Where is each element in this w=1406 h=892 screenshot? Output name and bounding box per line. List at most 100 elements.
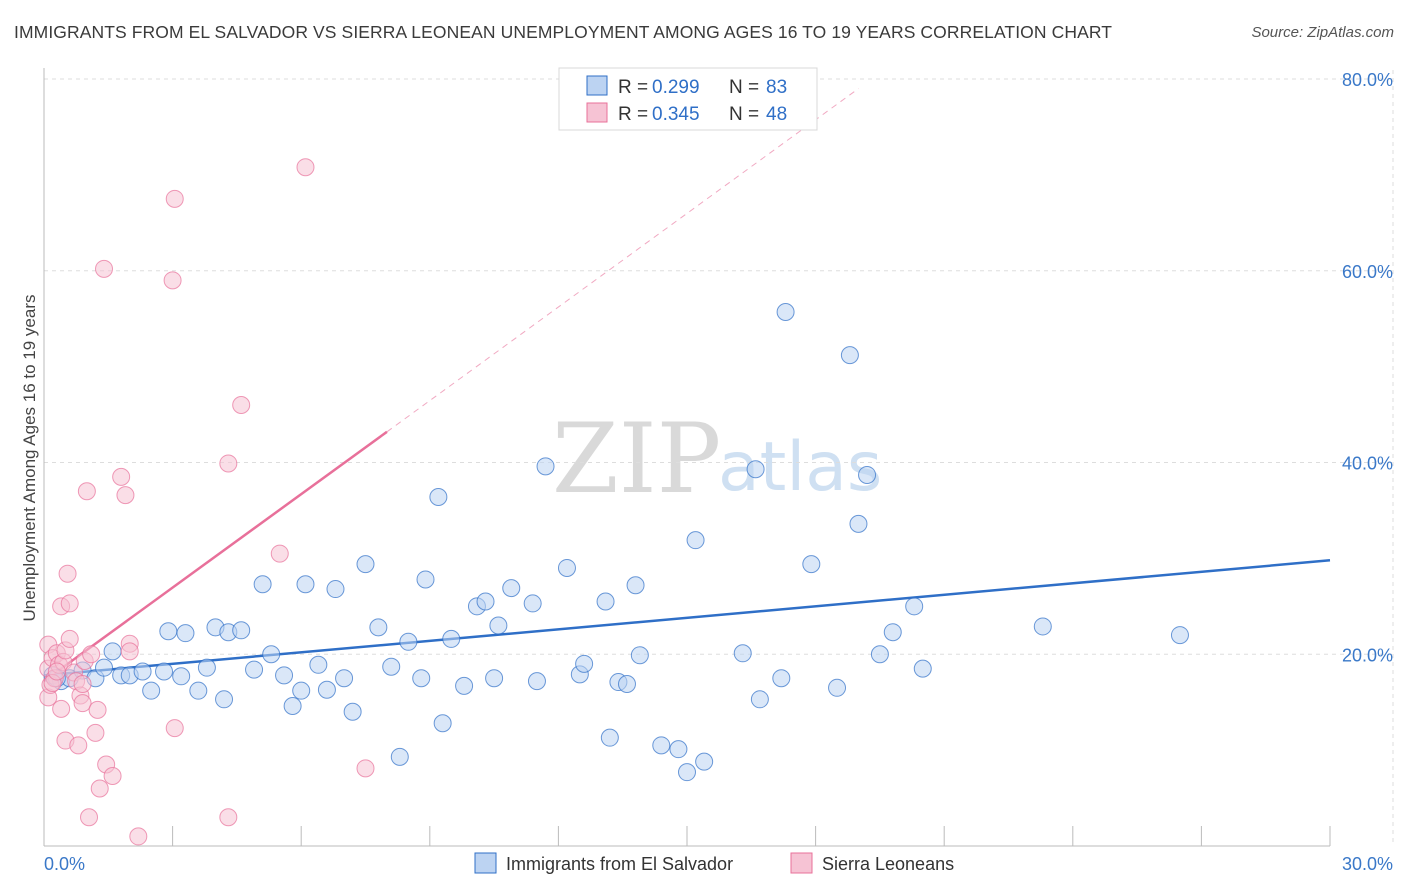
sierra-leonean-point — [112, 467, 131, 486]
sierra-leonean-point — [116, 486, 135, 505]
el-salvador-point — [232, 621, 251, 640]
sierra-leonean-point — [77, 482, 96, 501]
el-salvador-point — [245, 660, 264, 679]
y-tick-label: 60.0% — [1342, 262, 1393, 282]
el-salvador-point — [369, 618, 388, 637]
el-salvador-point — [442, 629, 461, 648]
el-salvador-point — [485, 669, 504, 688]
el-salvador-point — [523, 594, 542, 613]
legend-swatch-pink — [586, 102, 608, 123]
el-salvador-point — [905, 597, 924, 616]
el-salvador-point — [630, 646, 649, 665]
el-salvador-point — [275, 666, 294, 685]
el-salvador-point — [172, 667, 191, 686]
el-salvador-point — [382, 657, 401, 676]
el-salvador-point — [176, 624, 195, 643]
el-salvador-point — [455, 676, 474, 695]
el-salvador-point — [913, 659, 932, 678]
sierra-leonean-point — [47, 662, 66, 681]
el-salvador-point — [429, 488, 448, 507]
sierra-leonean-point — [52, 699, 71, 718]
el-salvador-point — [433, 714, 452, 733]
series-legend-swatch-blue — [474, 852, 497, 874]
el-salvador-point — [733, 644, 752, 663]
el-salvador-point — [189, 681, 208, 700]
el-salvador-point — [262, 645, 281, 664]
sierra-leonean-point — [165, 189, 184, 208]
el-salvador-point — [858, 465, 877, 484]
sierra-leonean-point — [165, 719, 184, 738]
legend-n-value: 48 — [766, 104, 787, 125]
y-axis-label: Unemployment Among Ages 16 to 19 years — [20, 295, 39, 622]
sierra-leonean-trend-extension — [386, 88, 859, 433]
legend-n-label: N = — [729, 77, 759, 98]
series-legend-label: Immigrants from El Salvador — [506, 854, 733, 874]
el-salvador-point — [155, 662, 174, 681]
el-salvador-point — [527, 672, 546, 691]
y-tick-label: 40.0% — [1342, 454, 1393, 474]
el-salvador-point — [557, 558, 576, 577]
el-salvador-point — [1033, 617, 1052, 636]
el-salvador-point — [399, 632, 418, 651]
el-salvador-point — [95, 658, 114, 677]
legend-r-value: 0.299 — [652, 77, 700, 98]
x-tick-labels: 0.0% 30.0% — [44, 854, 1393, 874]
el-salvador-point — [292, 681, 311, 700]
legend-n-value: 83 — [766, 77, 787, 98]
chart-title: IMMIGRANTS FROM EL SALVADOR VS SIERRA LE… — [14, 22, 1113, 42]
correlation-legend: R = 0.299 N = 83 R = 0.345 N = 48 — [558, 67, 818, 131]
el-salvador-point — [840, 346, 859, 365]
el-salvador-point — [326, 580, 345, 599]
sierra-leonean-point — [73, 674, 92, 693]
el-salvador-point — [686, 531, 705, 550]
el-salvador-point — [883, 623, 902, 642]
x-tick-label: 0.0% — [44, 854, 85, 874]
el-salvador-trend-line — [43, 559, 1331, 677]
el-salvador-point — [253, 575, 272, 594]
series-legend-label: Sierra Leoneans — [822, 854, 954, 874]
y-tick-label: 20.0% — [1342, 645, 1393, 665]
sierra-leonean-trend-line — [43, 430, 388, 683]
axes — [43, 68, 1331, 847]
sierra-leonean-point — [58, 564, 77, 583]
el-salvador-point — [746, 460, 765, 479]
el-salvador-point — [669, 740, 688, 759]
legend-r-label: R = — [618, 77, 648, 98]
el-salvador-point — [678, 763, 696, 782]
legend-n-label: N = — [729, 104, 759, 125]
sierra-leonean-point — [296, 158, 315, 177]
sierra-leonean-point — [80, 808, 99, 827]
el-salvador-point — [335, 669, 354, 688]
sierra-leonean-point — [95, 259, 114, 278]
sierra-leonean-point — [219, 808, 238, 827]
sierra-leonean-point — [120, 642, 139, 661]
y-tick-label: 80.0% — [1342, 70, 1393, 90]
el-salvador-point — [390, 747, 409, 766]
sierra-leonean-point — [219, 454, 238, 473]
el-salvador-point — [626, 576, 645, 595]
el-salvador-point — [802, 555, 821, 574]
el-salvador-point — [416, 570, 435, 589]
el-salvador-point — [1170, 626, 1189, 645]
el-salvador-point — [596, 592, 615, 611]
el-salvador-point — [575, 654, 594, 673]
y-tick-labels: 20.0% 40.0% 60.0% 80.0% — [1342, 70, 1393, 665]
el-salvador-point — [776, 302, 795, 321]
source-label: Source: ZipAtlas.com — [1251, 24, 1394, 41]
el-salvador-point — [772, 669, 791, 688]
data-points — [39, 158, 1189, 846]
sierra-leonean-point — [270, 544, 289, 563]
sierra-leonean-point — [129, 827, 148, 846]
sierra-leonean-point — [103, 767, 122, 786]
sierra-leonean-point — [69, 736, 88, 755]
el-salvador-point — [476, 592, 495, 611]
legend-swatch-blue — [586, 75, 608, 96]
sierra-leonean-point — [60, 594, 79, 613]
el-salvador-point — [870, 645, 889, 664]
series-legend: Immigrants from El Salvador Sierra Leone… — [474, 852, 954, 874]
trend-lines — [43, 88, 1331, 683]
sierra-leonean-point — [163, 271, 182, 290]
el-salvador-point — [197, 658, 216, 677]
sierra-leonean-point — [90, 779, 109, 798]
el-salvador-point — [695, 752, 714, 771]
